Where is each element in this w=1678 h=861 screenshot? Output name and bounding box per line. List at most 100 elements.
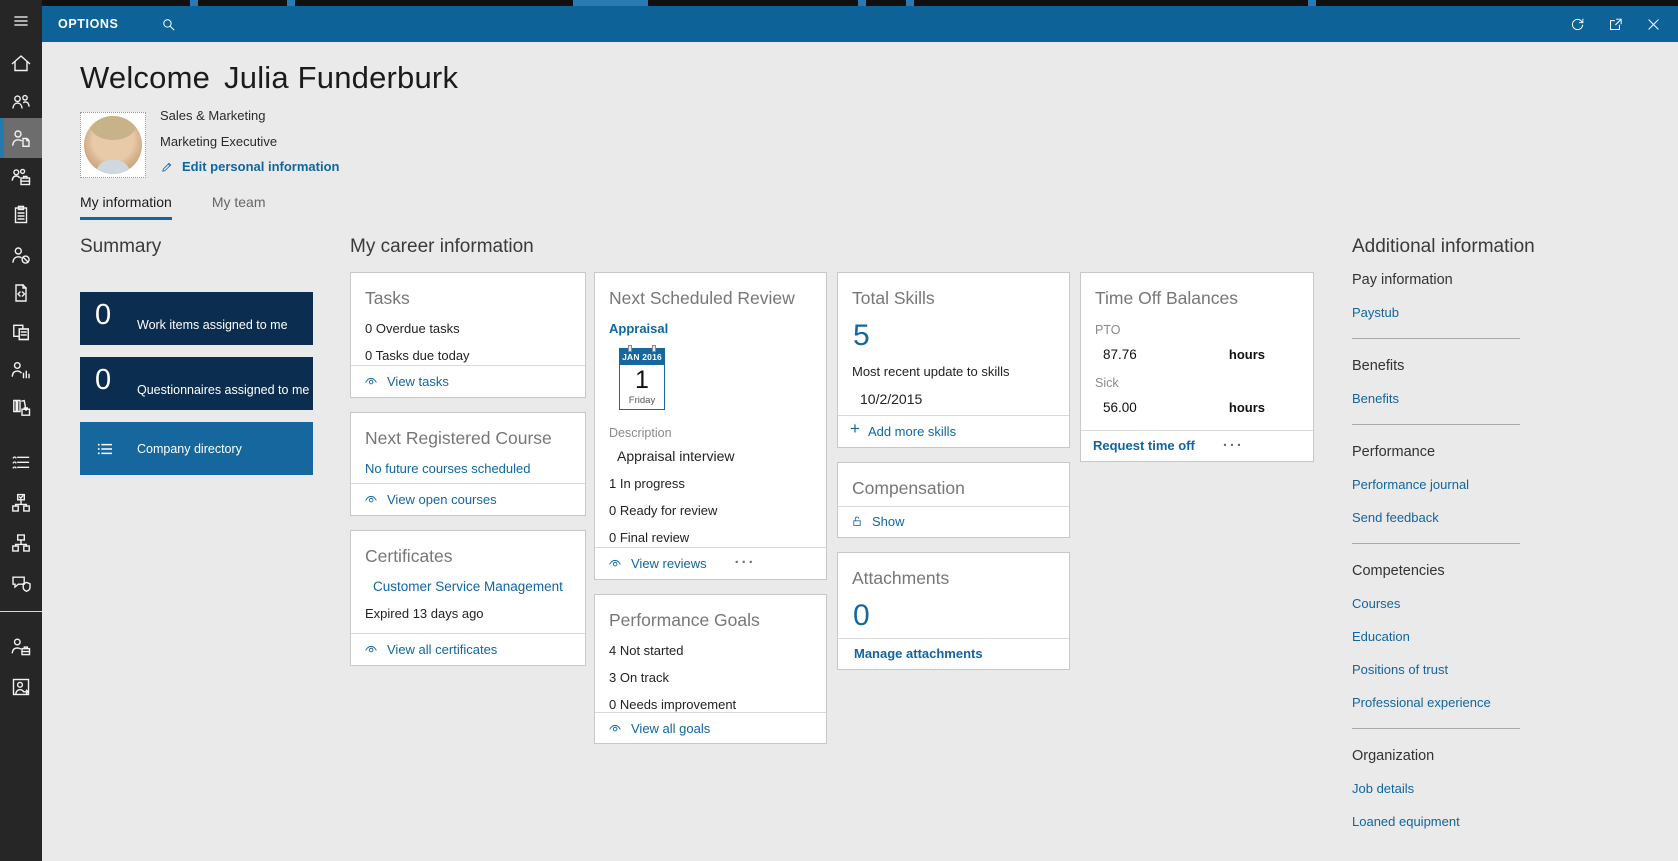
sidebar-selected-highlight (0, 118, 42, 158)
link-paystub[interactable]: Paystub (1352, 305, 1399, 320)
divider (1352, 424, 1520, 425)
view-tasks-link[interactable]: View tasks (363, 373, 449, 389)
link-positions-of-trust[interactable]: Positions of trust (1352, 662, 1449, 677)
card-compensation: Compensation Show (837, 462, 1070, 538)
link-courses[interactable]: Courses (1352, 596, 1401, 611)
time-off-balance-row: 87.76 hours (1081, 347, 1313, 362)
additional-group-title: Pay information (1352, 272, 1453, 288)
sidebar-item-person-briefcase[interactable] (9, 635, 33, 659)
open-new-window-icon[interactable] (1607, 16, 1624, 33)
view-all-goals-link[interactable]: View all goals (607, 720, 710, 736)
review-stat: 0 Final review (609, 530, 690, 545)
tile-questionnaires[interactable]: 0 Questionnaires assigned to me (80, 357, 313, 410)
sidebar-item-checklist[interactable] (9, 451, 33, 475)
options-menu-button[interactable]: OPTIONS (58, 17, 119, 31)
work-items-count: 0 (95, 299, 112, 331)
sidebar-item-person-badge[interactable] (9, 675, 33, 699)
skills-update-date: 10/2/2015 (860, 391, 923, 407)
card-certificates: Certificates Customer Service Management… (350, 530, 586, 666)
add-more-skills-link[interactable]: + Add more skills (850, 419, 957, 439)
no-future-courses-link[interactable]: No future courses scheduled (365, 461, 531, 476)
link-benefits[interactable]: Benefits (1352, 391, 1399, 406)
calendar-ring (628, 345, 632, 352)
career-heading: My career information (350, 236, 534, 257)
appraisal-link[interactable]: Appraisal (609, 321, 669, 336)
time-off-more-button[interactable]: ··· (1222, 436, 1244, 454)
eye-icon (363, 641, 379, 657)
link-job-details[interactable]: Job details (1352, 781, 1415, 796)
profile-photo-frame (80, 112, 146, 178)
sidebar-item-clipboard[interactable] (9, 203, 33, 227)
review-date-calendar: JAN 2016 1 Friday (619, 345, 665, 410)
request-time-off-link[interactable]: Request time off (1093, 438, 1195, 453)
link-professional-experience[interactable]: Professional experience (1352, 695, 1491, 710)
card-attachments: Attachments 0 Manage attachments (837, 552, 1070, 670)
summary-heading: Summary (80, 236, 162, 257)
link-loaned-equipment[interactable]: Loaned equipment (1352, 814, 1460, 829)
view-reviews-link[interactable]: View reviews (607, 555, 707, 571)
review-stat: 1 In progress (609, 476, 685, 491)
additional-heading: Additional information (1352, 236, 1535, 257)
tile-company-directory[interactable]: Company directory (80, 422, 313, 475)
card-time-off-balances: Time Off Balances PTO 87.76 hours Sick 56.00… (1080, 272, 1314, 462)
sidebar-item-employee-self-service[interactable] (9, 126, 33, 150)
search-icon[interactable] (160, 16, 177, 33)
sidebar-item-document-transfer[interactable] (9, 281, 33, 305)
skills-update-label: Most recent update to skills (852, 364, 1010, 379)
plus-icon: + (850, 419, 860, 438)
sidebar-item-home[interactable] (9, 51, 33, 75)
link-education[interactable]: Education (1352, 629, 1410, 644)
close-icon[interactable] (1645, 16, 1662, 33)
sidebar-item-orgchart[interactable] (9, 531, 33, 555)
page-title: Welcome Julia Funderburk (80, 60, 459, 95)
attachments-count: 0 (853, 599, 870, 632)
sidebar-item-person-chart[interactable] (9, 358, 33, 382)
tasks-stat: 0 Tasks due today (365, 348, 470, 363)
sidebar-item-feedback-shield[interactable] (9, 571, 33, 595)
view-open-courses-link[interactable]: View open courses (363, 491, 497, 507)
sidebar-item-person-restricted[interactable] (9, 243, 33, 267)
window-edge-accent (858, 0, 866, 6)
time-off-type-label: Sick (1095, 376, 1119, 390)
certificate-link[interactable]: Customer Service Management (373, 579, 563, 594)
divider (1352, 728, 1520, 729)
card-performance-goals: Performance Goals 4 Not started 3 On trac… (594, 594, 827, 744)
calendar-month: JAN 2016 (620, 349, 664, 365)
show-compensation-link[interactable]: Show (850, 514, 905, 529)
eye-icon (363, 491, 379, 507)
manage-attachments-link[interactable]: Manage attachments (854, 646, 983, 661)
tab-my-information[interactable]: My information (80, 194, 172, 220)
review-more-button[interactable]: ··· (734, 554, 756, 571)
sidebar-item-orgchart-check[interactable] (9, 491, 33, 515)
window-edge-accent (1308, 0, 1316, 6)
goal-stat: 0 Needs improvement (609, 697, 737, 712)
calendar-ring (652, 345, 656, 352)
review-description: Appraisal interview (617, 448, 735, 464)
eye-icon (607, 555, 623, 571)
profile-info: Sales & Marketing Marketing Executive Ed… (160, 106, 339, 174)
goal-stat: 4 Not started (609, 643, 684, 658)
window-top-edge (0, 0, 1678, 6)
sidebar-item-books-briefcase[interactable] (9, 396, 33, 420)
link-send-feedback[interactable]: Send feedback (1352, 510, 1439, 525)
tab-bar: My information My team (80, 194, 266, 220)
nav-sidebar (0, 0, 42, 861)
tile-work-items[interactable]: 0 Work items assigned to me (80, 292, 313, 345)
hamburger-menu-icon[interactable] (11, 13, 31, 29)
time-off-balance-row: 56.00 hours (1081, 400, 1313, 415)
time-off-value: 87.76 (1103, 347, 1137, 362)
edit-personal-information-link[interactable]: Edit personal information (160, 159, 339, 174)
tab-my-team[interactable]: My team (211, 194, 266, 210)
app-bar: OPTIONS (42, 6, 1678, 42)
sidebar-item-people[interactable] (9, 90, 33, 114)
sidebar-item-documents-calculator[interactable] (9, 320, 33, 344)
refresh-icon[interactable] (1569, 16, 1586, 33)
sidebar-item-people-briefcase[interactable] (9, 165, 33, 189)
window-controls (1569, 16, 1678, 33)
lock-icon (850, 514, 864, 529)
time-off-type-label: PTO (1095, 323, 1121, 337)
profile-job-title: Marketing Executive (160, 134, 278, 149)
view-all-certificates-link[interactable]: View all certificates (363, 641, 497, 657)
link-performance-journal[interactable]: Performance journal (1352, 477, 1470, 492)
tasks-stat: 0 Overdue tasks (365, 321, 460, 336)
